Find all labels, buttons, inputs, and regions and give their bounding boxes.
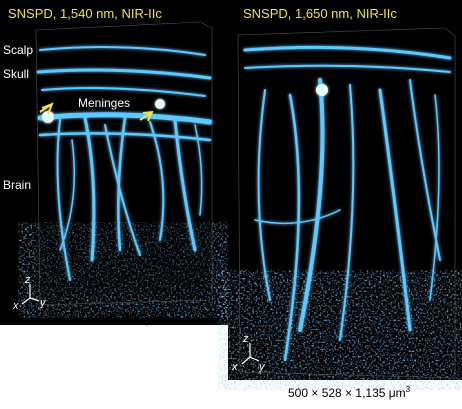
dimensions: 550 × 550 × 810 μm3 xyxy=(55,311,168,326)
superscript: 3 xyxy=(406,385,411,394)
axis-triad xyxy=(21,284,40,305)
axis-label: z xyxy=(242,333,249,345)
axis-label: z xyxy=(24,274,31,286)
axis-triad xyxy=(241,343,260,365)
axis-label: y xyxy=(39,297,47,309)
layer-label: Meninges xyxy=(78,96,130,110)
dimensions-text: 500 × 528 × 1,135 μm xyxy=(288,386,406,400)
layer-label: Scalp xyxy=(3,43,33,57)
dimensions-text: 550 × 550 × 810 μm xyxy=(55,312,163,326)
dimensions: 500 × 528 × 1,135 μm3 xyxy=(288,385,411,400)
axis-label: x xyxy=(231,361,238,373)
left-volume xyxy=(35,21,213,310)
caption-area xyxy=(0,325,228,409)
panel-title: SNSPD, 1,650 nm, NIR-IIc xyxy=(243,6,397,21)
superscript: 3 xyxy=(163,311,168,320)
caption-area xyxy=(228,380,462,409)
axis-label: x xyxy=(12,300,19,312)
panel-title: SNSPD, 1,540 nm, NIR-IIc xyxy=(8,6,162,21)
layer-label: Skull xyxy=(3,67,29,81)
axis-label: y xyxy=(258,361,266,373)
right-volume xyxy=(237,27,456,380)
layer-label: Brain xyxy=(3,178,31,192)
